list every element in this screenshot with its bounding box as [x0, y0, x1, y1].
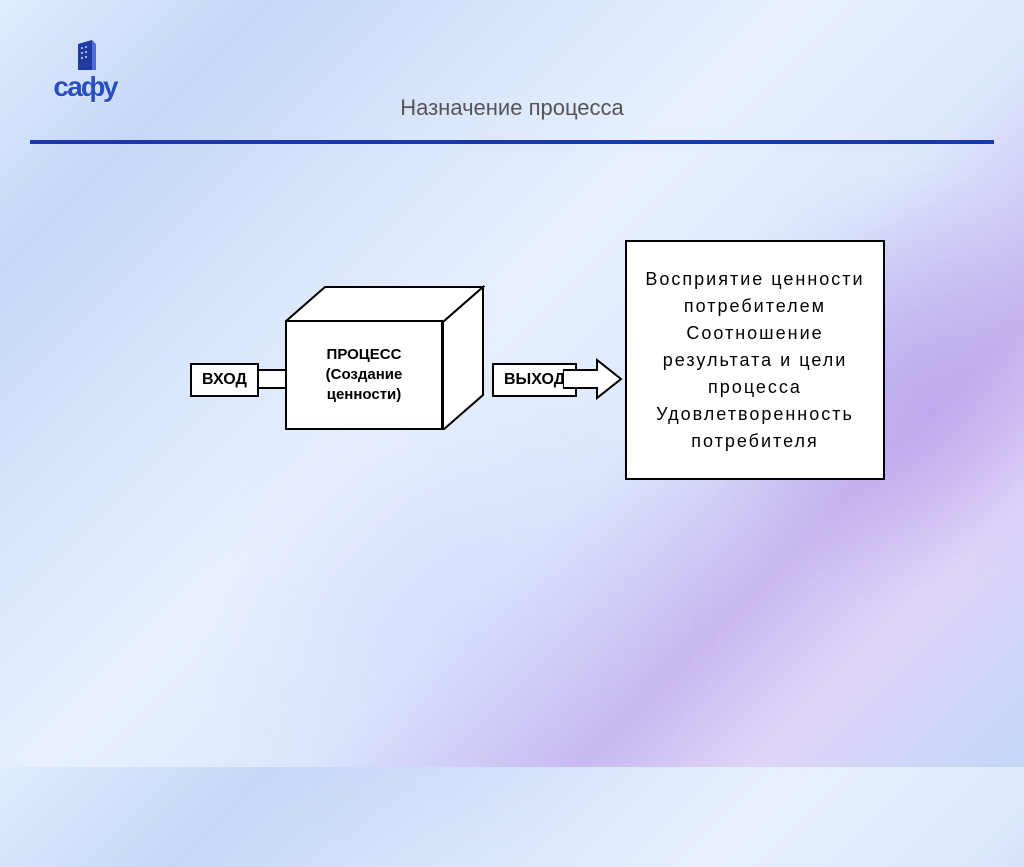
process-text-line2: (Создание [326, 365, 403, 385]
cube-side-face [443, 285, 485, 430]
logo-building-icon [68, 40, 102, 74]
process-text-line1: ПРОЦЕСС [327, 345, 402, 365]
header-divider [30, 140, 994, 144]
process-cube: ПРОЦЕСС (Создание ценности) [285, 285, 485, 430]
logo: сафу [40, 40, 130, 98]
process-text-line3: ценности) [327, 385, 402, 405]
result-box: Восприятие ценности потребителем Соотнош… [625, 240, 885, 480]
process-diagram: ВХОД ПРОЦЕСС (Создание ценности) ВЫХОД В… [0, 240, 1024, 560]
page-title: Назначение процесса [0, 95, 1024, 121]
header: сафу Назначение процесса [0, 0, 1024, 140]
cube-front-face: ПРОЦЕСС (Создание ценности) [285, 320, 443, 430]
result-text: Восприятие ценности потребителем Соотнош… [637, 266, 873, 455]
input-box: ВХОД [190, 363, 259, 397]
arrow-process-to-result [563, 354, 623, 404]
